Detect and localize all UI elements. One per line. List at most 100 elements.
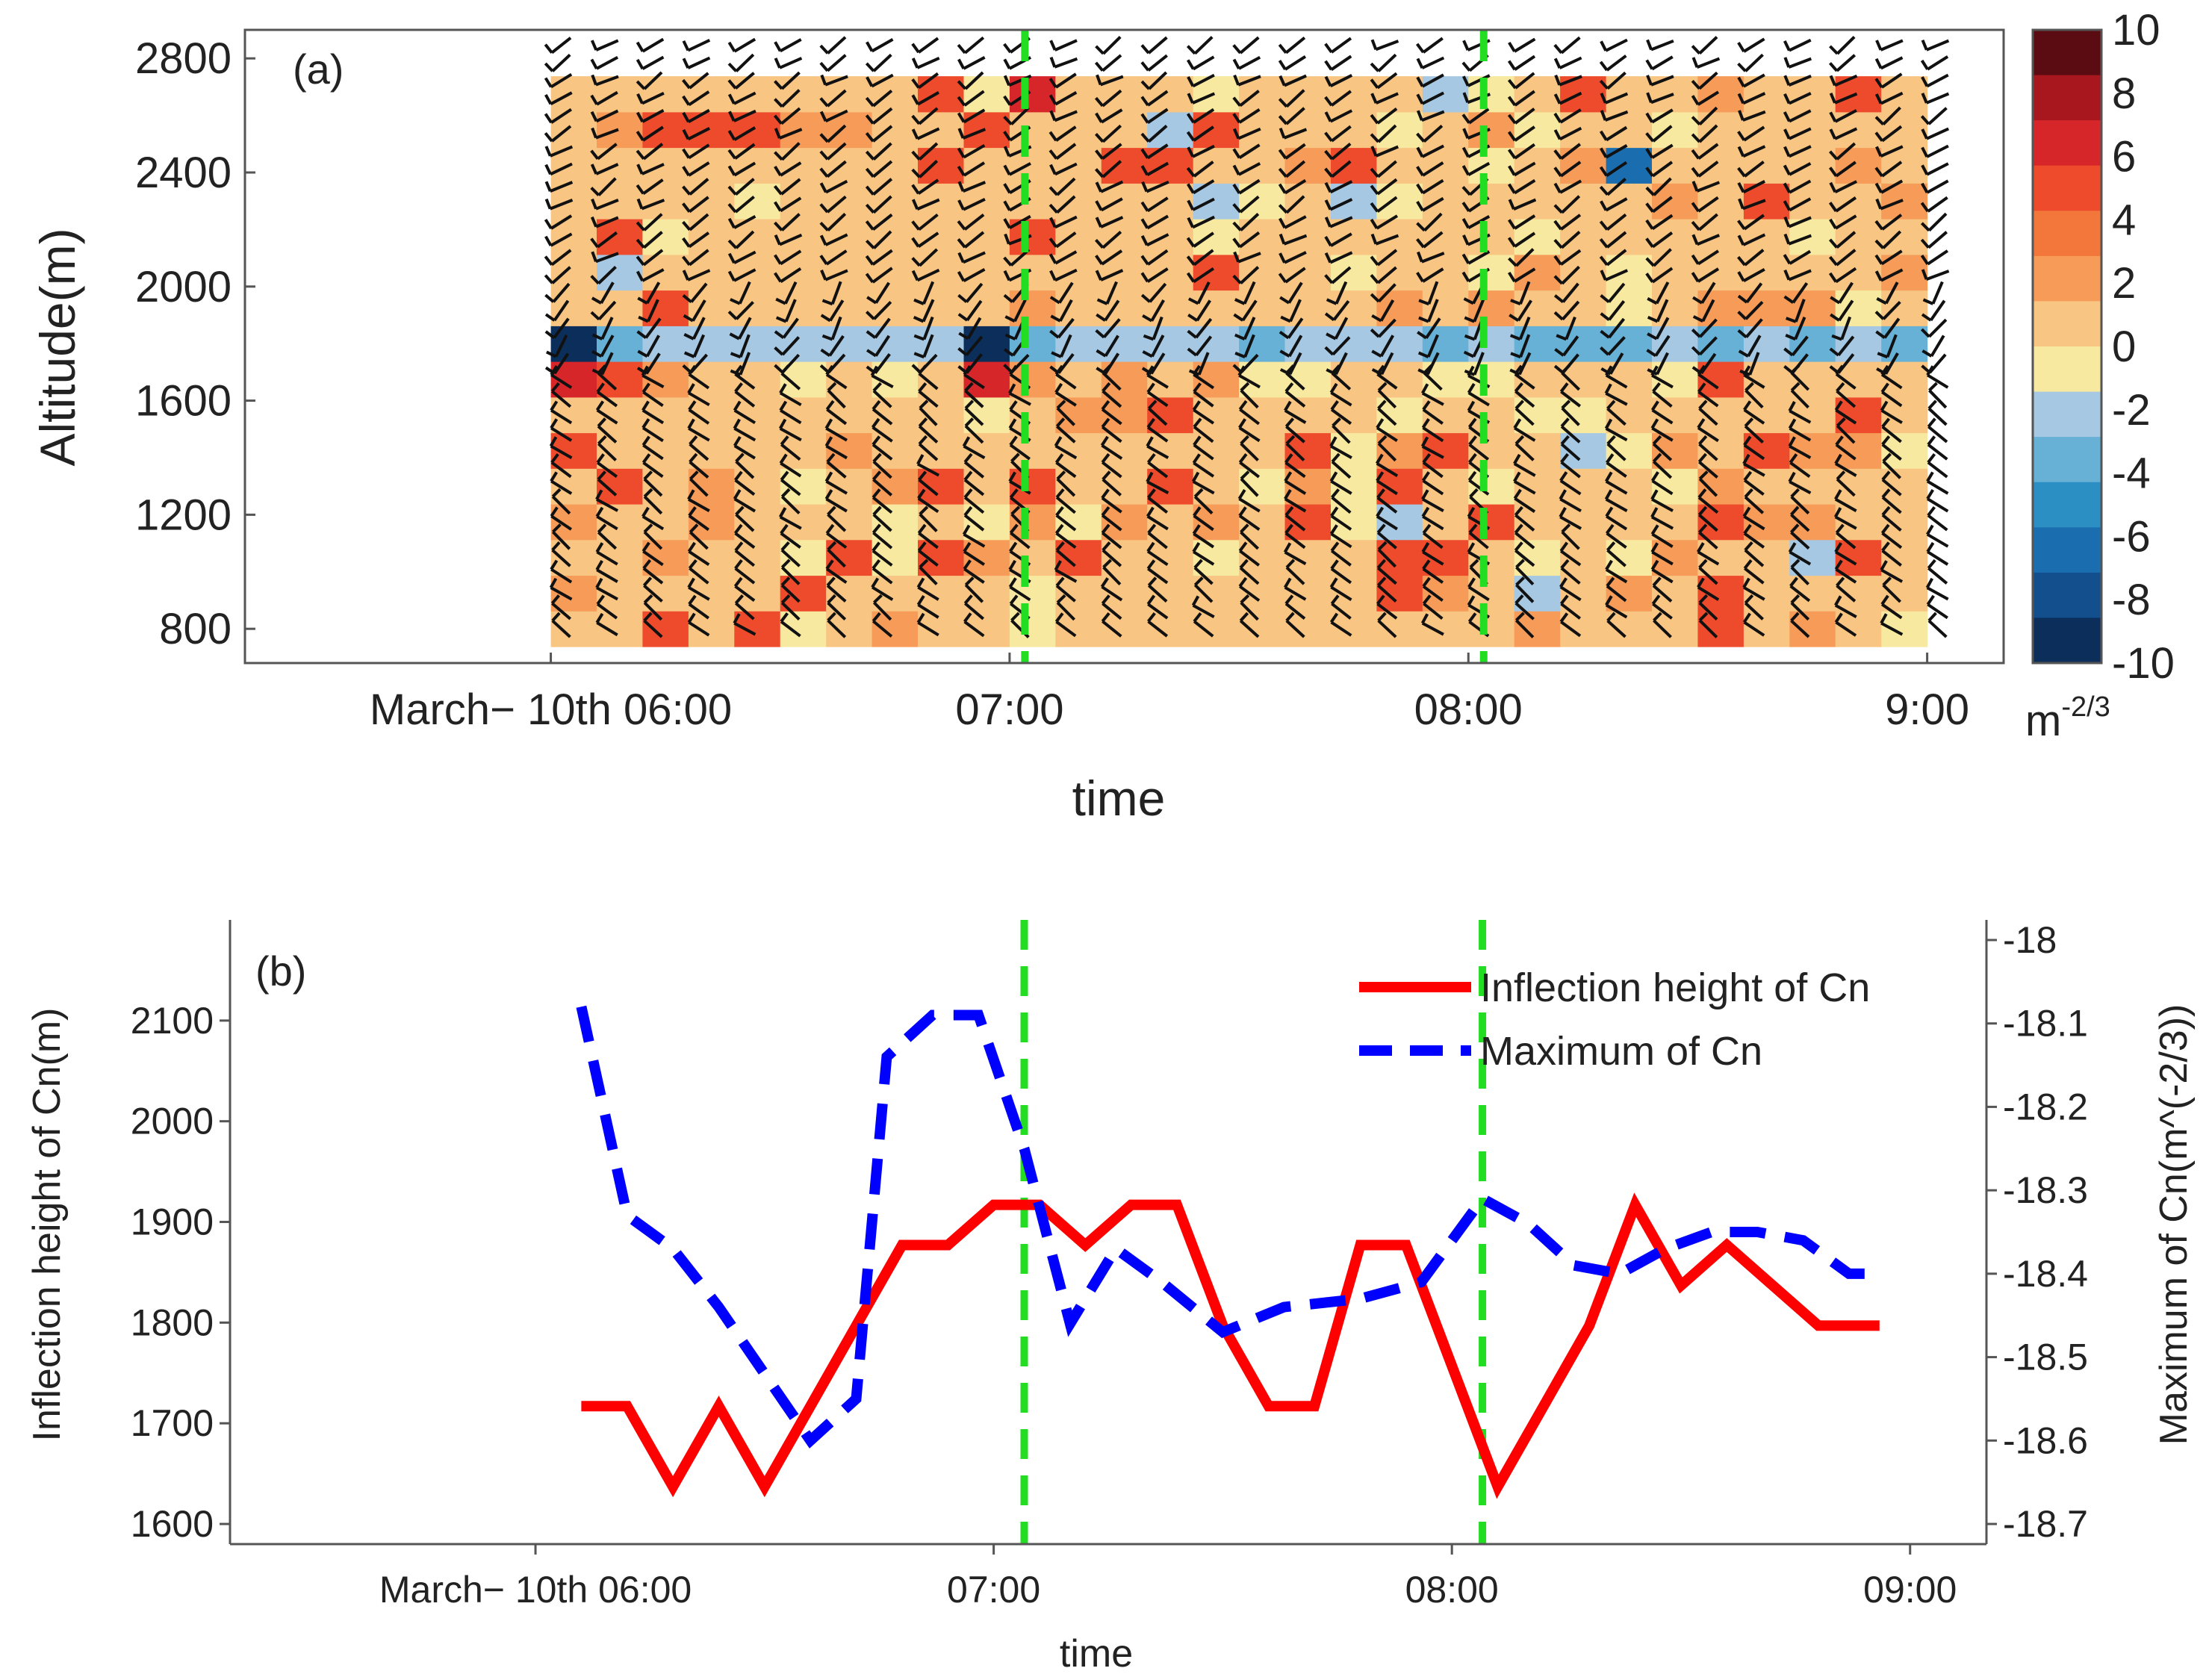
wind-barb xyxy=(544,125,572,143)
wind-barb xyxy=(825,399,848,426)
wind-barb xyxy=(1461,214,1491,229)
heatmap-cell xyxy=(1147,575,1194,612)
wind-barb xyxy=(1187,281,1211,305)
wind-barb xyxy=(596,382,618,408)
wind-barb xyxy=(1874,179,1904,194)
wind-barb xyxy=(590,216,619,228)
wind-barb xyxy=(865,267,893,284)
wind-barb xyxy=(1507,72,1535,90)
wind-barb xyxy=(1560,559,1581,585)
wind-barb xyxy=(819,195,847,214)
wind-barb xyxy=(688,559,709,585)
wind-barb xyxy=(1324,198,1353,211)
wind-barb xyxy=(1461,74,1491,87)
wind-barb xyxy=(1507,231,1536,248)
wind-barb xyxy=(1370,145,1399,158)
wind-barb xyxy=(820,74,848,87)
wind-barb xyxy=(1095,269,1124,281)
wind-barb xyxy=(1691,234,1720,246)
wind-barb xyxy=(1556,316,1576,341)
wind-barb xyxy=(1830,299,1854,322)
y-tick-label: 1600 xyxy=(135,377,232,426)
wind-barb xyxy=(730,334,751,359)
wind-barb xyxy=(1560,417,1581,444)
colorbar-swatch xyxy=(2033,617,2101,664)
wind-barb xyxy=(689,435,709,461)
wind-barb xyxy=(1599,231,1627,249)
heatmap-x-ticks: March− 10th 06:00 07:00 08:00 9:00 xyxy=(370,653,1969,734)
wind-barb xyxy=(872,382,892,408)
wind-barb xyxy=(1697,418,1719,443)
wind-barb xyxy=(1921,179,1949,194)
wind-barb xyxy=(1737,249,1765,267)
wind-barb xyxy=(1691,71,1718,90)
wind-barb xyxy=(1232,353,1259,373)
wind-barb xyxy=(918,382,939,408)
wind-barb xyxy=(1880,613,1904,636)
wind-barb xyxy=(1553,214,1582,231)
heatmap-cell xyxy=(1606,76,1653,113)
wind-barb xyxy=(1370,249,1398,267)
line-left-ticks: 1600 1700 1800 1900 2000 2100 xyxy=(131,1000,230,1545)
wind-barb xyxy=(1329,577,1352,601)
wind-barb xyxy=(1692,281,1716,305)
wind-barb xyxy=(1101,612,1122,638)
wind-barb xyxy=(1186,267,1215,284)
wind-barb xyxy=(642,559,664,585)
wind-barb xyxy=(773,107,801,125)
wind-barb xyxy=(1324,90,1352,107)
wind-barb xyxy=(957,90,985,107)
wind-barb xyxy=(544,145,574,158)
wind-barb xyxy=(1147,523,1168,550)
wind-barb xyxy=(1370,92,1399,105)
wind-barb xyxy=(1420,436,1444,459)
wind-barb xyxy=(1600,317,1626,339)
wind-barb xyxy=(1742,506,1765,531)
wind-barb xyxy=(1783,38,1812,52)
wind-barb xyxy=(1829,142,1857,161)
heatmap-cell xyxy=(1147,326,1194,362)
wind-barb xyxy=(682,269,711,281)
wind-barb xyxy=(1422,523,1444,550)
wind-barb xyxy=(1508,214,1536,230)
wind-barb xyxy=(1377,382,1397,409)
wind-barb xyxy=(1094,89,1122,108)
wind-barb xyxy=(1193,435,1214,461)
wind-barb xyxy=(595,489,619,512)
wind-barb xyxy=(1140,196,1169,213)
wind-barb xyxy=(1881,488,1902,514)
wind-barb xyxy=(1653,612,1672,638)
wind-barb xyxy=(551,612,571,638)
wind-barb xyxy=(1652,382,1673,408)
wind-barb xyxy=(1926,489,1949,513)
wind-barb xyxy=(682,161,710,177)
wind-barb xyxy=(1240,382,1259,409)
heatmap-cell xyxy=(1881,111,1928,149)
wind-barb xyxy=(1280,299,1302,323)
wind-barb xyxy=(1370,39,1399,52)
wind-barb xyxy=(636,125,664,142)
wind-barb xyxy=(1554,335,1579,357)
wind-barb xyxy=(1600,300,1626,321)
wind-barb xyxy=(595,542,618,566)
wind-barb xyxy=(1324,336,1351,356)
wind-barb xyxy=(636,317,662,340)
wind-barb xyxy=(1329,524,1352,549)
wind-barb xyxy=(774,317,799,340)
wind-barb xyxy=(1691,267,1720,283)
wind-barb xyxy=(1691,318,1718,338)
wind-barb xyxy=(636,37,665,53)
wind-barb xyxy=(1048,72,1077,89)
wind-barb xyxy=(1234,317,1256,341)
wind-barb xyxy=(911,178,939,195)
wind-barb xyxy=(1238,399,1261,426)
wind-barb xyxy=(1467,577,1490,602)
wind-barb xyxy=(1647,352,1669,376)
wind-barb xyxy=(1371,299,1395,323)
heatmap-cell xyxy=(1789,611,1836,647)
wind-barb xyxy=(1416,178,1444,195)
wind-barb xyxy=(1324,216,1353,228)
wind-barb xyxy=(1370,196,1398,213)
heatmap-cell xyxy=(1284,575,1332,612)
wind-barb xyxy=(1691,181,1721,193)
